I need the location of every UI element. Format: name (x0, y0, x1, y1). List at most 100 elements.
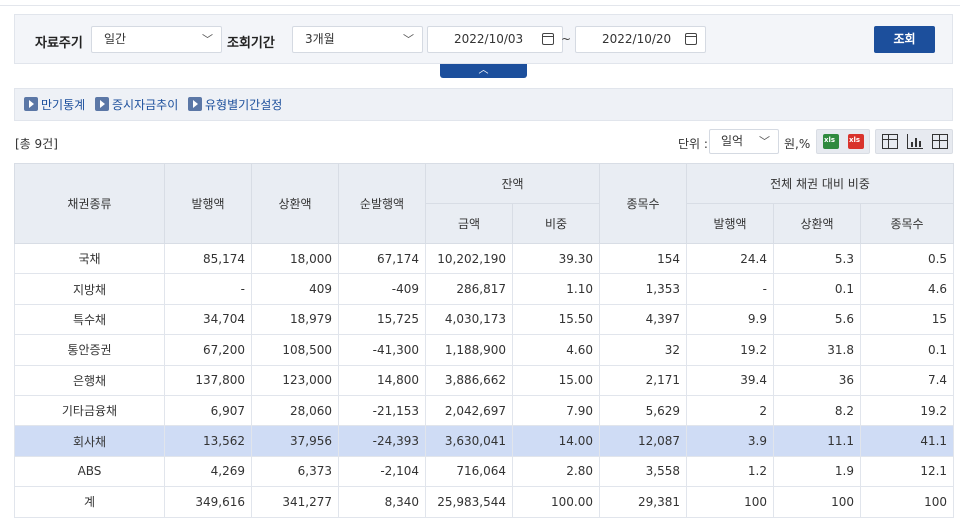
link-label: 유형별기간설정 (205, 98, 283, 112)
chevron-down-icon: ﹀ (403, 33, 414, 46)
table-view-icon[interactable] (932, 134, 948, 149)
view-mode-buttons (875, 129, 953, 154)
table-cell: 1.10 (512, 273, 600, 305)
table-cell: 2,042,697 (425, 394, 513, 427)
table-cell: 12,087 (599, 425, 687, 457)
excel-download-icon[interactable] (823, 134, 839, 149)
table-row[interactable]: 은행채 137,800 123,000 14,800 3,886,662 15.00 2,1… (14, 364, 955, 396)
table-row[interactable]: 통안증권 67,200 108,500 -41,300 1,188,900 4.60 32 1… (14, 334, 955, 366)
play-icon (24, 97, 38, 111)
range-select-value: 3개월 (305, 32, 335, 46)
table-cell: 39.30 (512, 242, 600, 275)
table-cell: 154 (599, 242, 687, 275)
table-cell: 100 (773, 486, 861, 518)
table-cell: 28,060 (251, 394, 339, 427)
table-cell: 2 (686, 394, 774, 427)
table-cell: -409 (338, 273, 426, 305)
table-cell: 6,907 (164, 394, 252, 427)
table-row[interactable]: 지방채 -409 -409 286,817 1.10 1,353-0.1 4.6 (14, 273, 955, 305)
table-row[interactable]: 국채 85,174 18,000 67,174 10,202,190 39.30 154 24… (14, 242, 955, 275)
unit-select[interactable]: 일억 ﹀ (709, 129, 779, 154)
link-market-funds[interactable]: 증시자금추이 (95, 97, 178, 113)
table-cell: 34,704 (164, 303, 252, 336)
header-net-issue[interactable]: 순발행액 (338, 163, 426, 244)
table-cell: 716,064 (425, 455, 513, 488)
table-row[interactable]: 기타금융채 6,907 28,060 -21,153 2,042,697 7.90 5,62… (14, 394, 955, 427)
table-cell: 3,886,662 (425, 364, 513, 396)
link-period-by-type[interactable]: 유형별기간설정 (188, 97, 282, 113)
table-cell: 4.60 (512, 334, 600, 366)
table-cell: 4,030,173 (425, 303, 513, 336)
bond-type-link[interactable]: 은행채 (14, 364, 165, 396)
link-maturity-stats[interactable]: 만기통계 (24, 97, 85, 113)
table-cell: 32 (599, 334, 687, 366)
chevron-down-icon: ﹀ (202, 33, 213, 46)
range-label: 조회기간 (227, 36, 275, 51)
calendar-icon[interactable] (542, 33, 554, 45)
table-row[interactable]: 회사채 13,562 37,956 -24,393 3,630,041 14.00 12,0… (14, 425, 955, 457)
top-divider (0, 0, 960, 6)
table-row[interactable]: 계 349,616 341,277 8,340 25,983,544 100.00 29,3… (14, 486, 955, 518)
header-issue[interactable]: 발행액 (164, 163, 252, 244)
calendar-icon[interactable] (685, 33, 697, 45)
table-cell: 15.50 (512, 303, 600, 336)
table-cell: 0.1 (859, 334, 955, 366)
table-cell: 7.4 (859, 364, 955, 396)
period-select[interactable]: 일간 ﹀ (91, 26, 222, 53)
header-count[interactable]: 종목수 (599, 163, 687, 244)
table-cell: 41.1 (859, 425, 955, 457)
table-cell: 4.6 (859, 273, 955, 305)
table-cell: 1,353 (599, 273, 687, 305)
date-separator: ~ (561, 32, 572, 46)
table-cell: 0.5 (859, 242, 955, 275)
header-share-redeem[interactable]: 상환액 (773, 203, 861, 244)
grid-view-icon[interactable] (882, 134, 898, 149)
table-cell: 36 (773, 364, 861, 396)
bond-type-link[interactable]: 계 (14, 486, 165, 518)
header-redeem[interactable]: 상환액 (251, 163, 339, 244)
table-cell: -2,104 (338, 455, 426, 488)
table-row[interactable]: ABS 4,269 6,373 -2,104 716,064 2.80 3,558 1.2 1.… (14, 455, 955, 488)
table-cell: 8.2 (773, 394, 861, 427)
bond-type-link[interactable]: 기타금융채 (14, 394, 165, 427)
table-cell: 15 (859, 303, 955, 336)
bond-type-link[interactable]: 회사채 (14, 425, 165, 457)
search-button[interactable]: 조회 (874, 26, 935, 53)
table-cell: 2.80 (512, 455, 600, 488)
table-cell: 9.9 (686, 303, 774, 336)
bond-type-link[interactable]: 지방채 (14, 273, 165, 305)
date-to-field[interactable]: 2022/10/20 (575, 26, 706, 53)
table-cell: 5,629 (599, 394, 687, 427)
table-cell: 29,381 (599, 486, 687, 518)
excel-print-icon[interactable] (848, 134, 864, 149)
table-cell: -41,300 (338, 334, 426, 366)
table-cell: 341,277 (251, 486, 339, 518)
quick-links-bar: 만기통계 증시자금추이 유형별기간설정 (14, 88, 953, 121)
table-cell: -24,393 (338, 425, 426, 457)
collapse-filter-button[interactable]: ︿ (440, 64, 527, 78)
search-filter-panel: 자료주기 일간 ﹀ 조회기간 3개월 ﹀ 2022/10/03 ~ 2022/1… (14, 14, 953, 64)
table-cell: 11.1 (773, 425, 861, 457)
table-cell: 15,725 (338, 303, 426, 336)
bond-type-link[interactable]: 국채 (14, 242, 165, 275)
table-cell: 18,000 (251, 242, 339, 275)
date-from-field[interactable]: 2022/10/03 (427, 26, 563, 53)
header-ratio[interactable]: 비중 (512, 203, 600, 244)
range-select[interactable]: 3개월 ﹀ (292, 26, 423, 53)
table-cell: 5.3 (773, 242, 861, 275)
header-amount[interactable]: 금액 (425, 203, 513, 244)
table-cell: 2,171 (599, 364, 687, 396)
table-cell: -21,153 (338, 394, 426, 427)
header-bond-type[interactable]: 채권종류 (14, 163, 165, 244)
table-cell: 12.1 (859, 455, 955, 488)
chart-view-icon[interactable] (907, 134, 923, 149)
table-row[interactable]: 특수채 34,704 18,979 15,725 4,030,173 15.50 4,397… (14, 303, 955, 336)
table-cell: 100 (686, 486, 774, 518)
header-share-count[interactable]: 종목수 (859, 203, 955, 244)
table-cell: 85,174 (164, 242, 252, 275)
table-cell: - (686, 273, 774, 305)
header-share-issue[interactable]: 발행액 (686, 203, 774, 244)
bond-type-link[interactable]: 특수채 (14, 303, 165, 336)
bond-type-link[interactable]: 통안증권 (14, 334, 165, 366)
bond-type-link[interactable]: ABS (14, 455, 165, 488)
